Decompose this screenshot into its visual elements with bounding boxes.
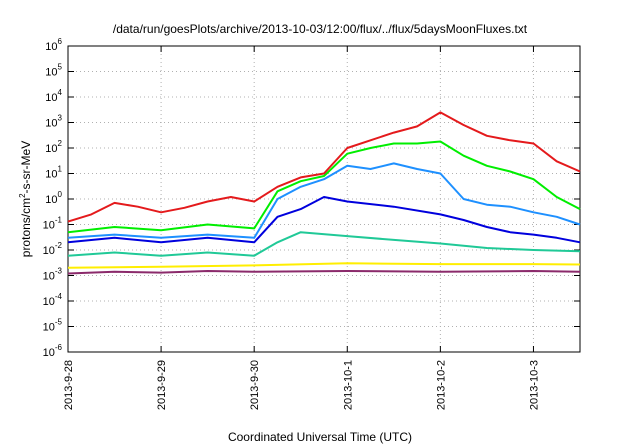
y-tick-label: 105 [45, 63, 62, 79]
x-tick-label: 2013-10-2 [435, 360, 447, 410]
y-tick-label: 106 [45, 37, 62, 53]
series-line-7 [67, 270, 581, 275]
series-line-4 [67, 196, 581, 244]
x-tick-label: 2013-9-28 [63, 360, 75, 410]
x-axis-label: Coordinated Universal Time (UTC) [227, 430, 413, 444]
series-line-5 [67, 231, 581, 257]
y-tick-label: 10-3 [43, 267, 63, 283]
series-line-3 [67, 162, 581, 239]
y-tick-label: 104 [45, 88, 62, 104]
x-tick-label: 2013-9-29 [156, 360, 168, 410]
series-line-6 [67, 262, 581, 269]
y-tick-label: 10-2 [43, 241, 63, 257]
y-tick-label: 10-5 [43, 318, 63, 334]
x-tick-label: 2013-9-30 [249, 360, 261, 410]
series-line-1 [67, 111, 581, 223]
y-tick-label: 10-6 [43, 343, 63, 359]
x-tick-label: 2013-10-1 [342, 360, 354, 410]
y-tick-label: 10-1 [43, 216, 63, 232]
plot-frame [67, 45, 581, 353]
chart-title: /data/run/goesPlots/archive/2013-10-03/1… [112, 22, 528, 36]
x-tick-label: 2013-10-3 [528, 360, 540, 410]
series-line-2 [67, 140, 581, 234]
y-axis-label: protons/cm2-s-sr-MeV [18, 141, 33, 257]
y-tick-label: 101 [45, 165, 62, 181]
y-tick-label: 103 [45, 114, 62, 130]
y-tick-label: 100 [45, 190, 62, 206]
y-tick-label: 10-4 [43, 292, 63, 308]
y-tick-label: 102 [45, 139, 62, 155]
